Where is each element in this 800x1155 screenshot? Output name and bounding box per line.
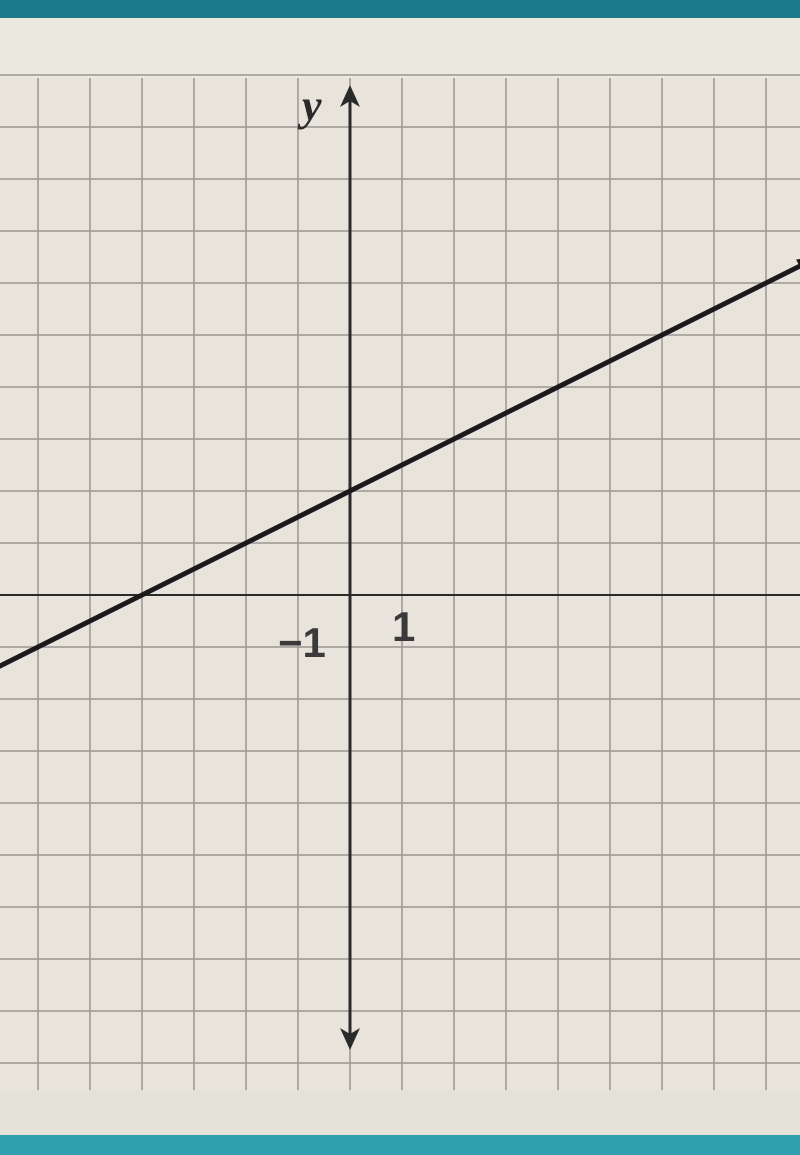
x-tick-1-label: 1 bbox=[392, 603, 415, 651]
coordinate-graph: y 1 −1 bbox=[0, 0, 800, 1155]
y-tick-neg1-label: −1 bbox=[278, 619, 326, 667]
axes bbox=[0, 85, 800, 1050]
grid-lines bbox=[0, 75, 800, 1090]
page-margin-bottom bbox=[0, 1090, 800, 1135]
page-border-bottom bbox=[0, 1135, 800, 1155]
graph-svg bbox=[0, 0, 800, 1155]
y-axis-label: y bbox=[302, 80, 322, 131]
